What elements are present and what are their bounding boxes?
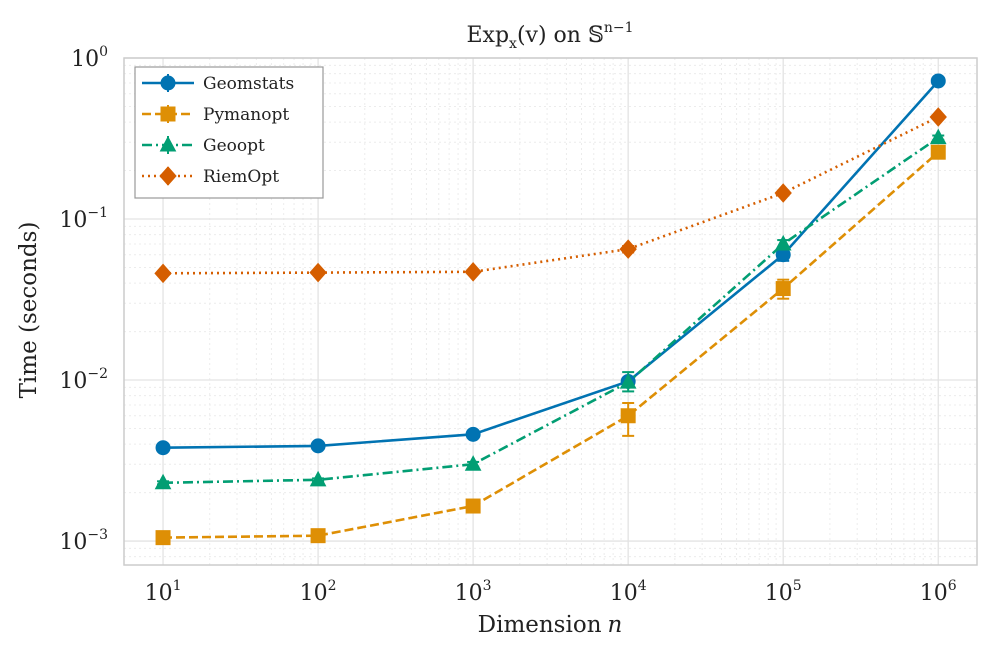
data-point <box>154 263 172 284</box>
x-tick-label: 103 <box>455 578 492 606</box>
x-tick-label: 104 <box>610 578 647 606</box>
legend-entry: RiemOpt <box>142 166 279 187</box>
x-axis-title: Dimension n <box>478 612 623 638</box>
data-point <box>620 408 636 424</box>
data-point <box>154 473 172 490</box>
data-point <box>774 183 792 203</box>
data-point <box>310 528 326 544</box>
legend: Geomstats Pymanopt Geoopt RiemOpt <box>134 66 324 199</box>
data-point <box>929 107 947 127</box>
series-geoopt <box>154 128 947 490</box>
data-point <box>310 438 326 454</box>
legend-label: Geomstats <box>203 74 294 94</box>
data-point <box>155 440 171 456</box>
data-point <box>930 73 946 89</box>
legend-entry: Geomstats <box>142 74 294 94</box>
data-point <box>464 262 482 282</box>
y-tick-label: 10−2 <box>59 366 108 394</box>
legend-label: Pymanopt <box>203 105 289 125</box>
data-point <box>619 373 637 389</box>
chart-title: Expx(v) on 𝕊n−1 <box>466 20 633 52</box>
legend-marker <box>160 106 176 122</box>
data-point <box>929 128 947 145</box>
series-pymanopt <box>155 144 946 546</box>
data-point <box>774 234 792 251</box>
series-line <box>162 115 939 275</box>
data-point <box>464 455 482 471</box>
data-point <box>465 498 481 514</box>
series-riemopt <box>154 107 947 284</box>
x-tick-label: 105 <box>765 578 802 606</box>
series <box>154 73 947 546</box>
data-point <box>775 281 791 297</box>
x-tick-label: 106 <box>920 578 957 606</box>
y-tick-label: 100 <box>71 44 108 72</box>
axis-ticks: 101 102 103 104 105 106 100 10−1 10−2 10−3 <box>59 44 956 606</box>
series-line <box>162 136 940 485</box>
data-point <box>309 262 327 283</box>
x-tick-label: 101 <box>145 578 182 606</box>
legend-label: RiemOpt <box>203 167 279 187</box>
plot-frame <box>123 57 978 566</box>
data-point <box>465 426 481 442</box>
data-point <box>930 144 946 160</box>
legend-marker <box>160 75 176 91</box>
data-point <box>619 239 637 259</box>
data-point <box>155 530 171 546</box>
legend-marker <box>159 166 177 186</box>
legend-label: Geoopt <box>203 136 265 156</box>
y-tick-label: 10−1 <box>59 205 108 233</box>
data-point <box>309 470 327 487</box>
x-tick-label: 102 <box>300 578 337 606</box>
legend-entry: Pymanopt <box>142 105 289 125</box>
legend-entry: Geoopt <box>142 135 265 156</box>
y-tick-label: 10−3 <box>59 527 108 555</box>
y-axis-title: Time (seconds) <box>16 222 42 399</box>
legend-marker <box>159 135 177 152</box>
